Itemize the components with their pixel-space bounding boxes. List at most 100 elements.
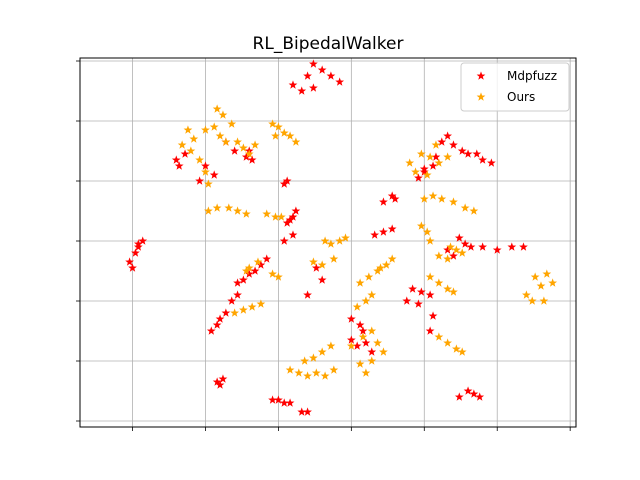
data-point-mdpfuzz (352, 341, 362, 350)
data-point-mdpfuzz (414, 299, 423, 308)
data-point-ours (247, 302, 257, 311)
data-point-mdpfuzz (250, 266, 260, 275)
data-point-ours (527, 296, 537, 305)
data-point-ours (262, 209, 272, 218)
data-point-ours (186, 146, 196, 155)
data-point-mdpfuzz (288, 230, 298, 239)
data-point-ours (452, 344, 461, 353)
data-point-ours (326, 341, 336, 350)
data-point-ours (244, 149, 254, 158)
data-point-ours (227, 119, 237, 128)
data-point-mdpfuzz (358, 326, 368, 335)
data-point-mdpfuzz (361, 338, 371, 347)
data-point-mdpfuzz (291, 206, 301, 215)
data-point-ours (434, 278, 444, 287)
data-point-mdpfuzz (466, 242, 476, 251)
data-point-ours (434, 332, 444, 341)
data-point-mdpfuzz (478, 155, 488, 164)
data-point-ours (522, 290, 531, 299)
grid-lines (76, 58, 576, 431)
data-point-mdpfuzz (227, 296, 237, 305)
data-point-ours (405, 158, 415, 167)
data-point-ours (346, 341, 356, 350)
legend-label-ours: Ours (507, 90, 535, 104)
data-point-mdpfuzz (138, 236, 148, 245)
data-point-ours (416, 149, 426, 158)
data-point-ours (271, 212, 280, 221)
data-point-ours (539, 296, 549, 305)
data-point-ours (291, 137, 301, 146)
data-point-ours (320, 236, 330, 245)
data-point-ours (250, 140, 260, 149)
data-point-mdpfuzz (463, 149, 473, 158)
data-point-ours (209, 122, 219, 131)
data-point-mdpfuzz (297, 86, 307, 95)
data-point-mdpfuzz (279, 398, 289, 407)
data-point-ours (268, 269, 277, 278)
data-point-ours (218, 110, 228, 119)
data-point-mdpfuzz (457, 146, 467, 155)
data-point-ours (443, 284, 452, 293)
data-point-ours (239, 143, 248, 152)
data-point-mdpfuzz (463, 386, 473, 395)
data-point-ours (241, 209, 251, 218)
data-point-ours (189, 134, 199, 143)
data-point-mdpfuzz (519, 242, 528, 251)
data-point-ours (326, 239, 336, 248)
data-point-mdpfuzz (370, 230, 380, 239)
data-point-ours (271, 131, 280, 140)
data-point-mdpfuzz (241, 152, 251, 161)
data-point-mdpfuzz (303, 71, 312, 80)
data-point-mdpfuzz (128, 263, 137, 272)
data-point-mdpfuzz (472, 149, 482, 158)
data-point-mdpfuzz (443, 131, 452, 140)
data-point-mdpfuzz (454, 392, 464, 401)
data-point-mdpfuzz (215, 314, 225, 323)
data-point-mdpfuzz (355, 320, 365, 329)
data-point-mdpfuzz (288, 80, 298, 89)
data-point-mdpfuzz (469, 389, 479, 398)
data-point-ours (177, 140, 187, 149)
data-point-mdpfuzz (233, 278, 242, 287)
data-point-mdpfuzz (215, 380, 225, 389)
data-point-ours (201, 125, 210, 134)
data-point-ours (373, 266, 382, 275)
data-point-ours (425, 152, 435, 161)
data-point-mdpfuzz (131, 248, 140, 257)
data-point-ours (204, 206, 213, 215)
data-point-ours (530, 272, 540, 281)
data-point-mdpfuzz (174, 161, 184, 170)
data-point-ours (212, 203, 222, 212)
data-point-ours (233, 206, 242, 215)
data-point-mdpfuzz (282, 218, 292, 227)
data-point-mdpfuzz (133, 242, 143, 251)
data-point-ours (457, 248, 467, 257)
data-point-ours (239, 305, 248, 314)
data-point-ours (364, 272, 374, 281)
data-point-ours (548, 278, 558, 287)
data-point-mdpfuzz (492, 245, 502, 254)
data-point-ours (221, 137, 231, 146)
data-point-ours (329, 365, 339, 374)
data-point-mdpfuzz (212, 377, 222, 386)
data-point-mdpfuzz (239, 275, 248, 284)
data-point-ours (309, 353, 318, 362)
data-point-ours (285, 131, 295, 140)
data-point-mdpfuzz (268, 395, 277, 404)
data-point-mdpfuzz (303, 407, 312, 416)
series-ours (177, 104, 558, 380)
legend-marker-mdpfuzz (476, 71, 486, 80)
data-point-mdpfuzz (233, 290, 242, 299)
data-point-ours (452, 245, 461, 254)
data-point-mdpfuzz (387, 224, 397, 233)
data-point-ours (215, 131, 225, 140)
data-point-mdpfuzz (125, 257, 134, 266)
data-point-mdpfuzz (419, 167, 429, 176)
data-point-ours (244, 263, 254, 272)
legend-markers (476, 71, 486, 101)
data-point-ours (542, 269, 552, 278)
data-point-ours (303, 371, 312, 380)
data-point-mdpfuzz (379, 197, 388, 206)
data-point-mdpfuzz (428, 311, 438, 320)
data-point-mdpfuzz (367, 347, 377, 356)
